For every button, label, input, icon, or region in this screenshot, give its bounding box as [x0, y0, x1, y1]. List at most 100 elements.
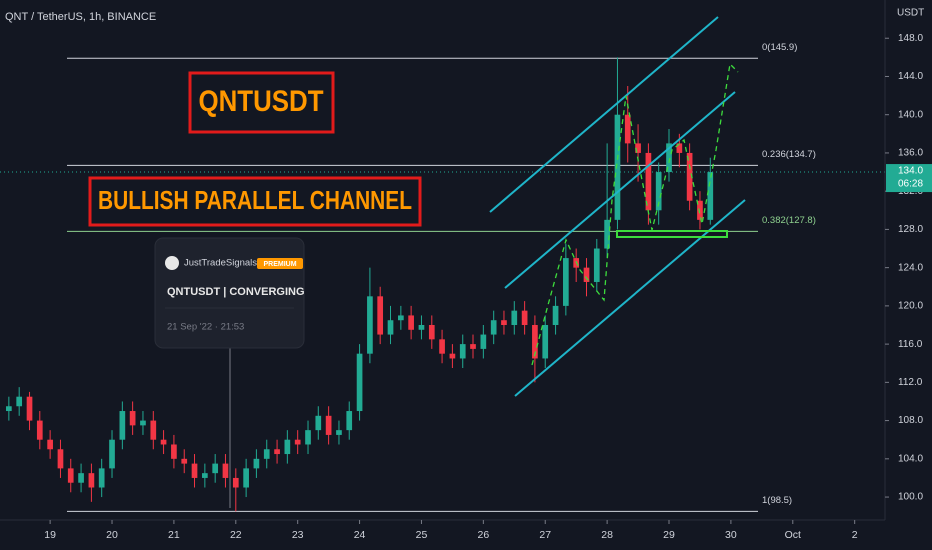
y-tick-label: 104.0	[898, 453, 923, 464]
candle-body	[356, 353, 363, 412]
x-tick-label: 23	[292, 529, 304, 541]
candle-body	[171, 444, 177, 459]
candle-body	[490, 320, 497, 335]
premium-badge	[257, 258, 303, 269]
author-avatar	[165, 256, 179, 270]
card-headline: QNTUSDT | CONVERGING	[167, 286, 305, 298]
plot-area: 0(145.9) 0.236(134.7) 0.382(127.8) 1(98.5)	[0, 42, 885, 512]
candle-body	[511, 310, 518, 325]
candle-body	[635, 143, 641, 153]
candle-body	[284, 439, 291, 455]
candle-body	[16, 396, 23, 407]
candle-body	[398, 315, 404, 321]
candle-body	[336, 430, 342, 435]
candle-body	[98, 468, 105, 488]
candle-body	[418, 325, 425, 330]
candle-body	[36, 420, 43, 440]
premium-text: PREMIUM	[263, 261, 296, 268]
candle-body	[305, 430, 311, 445]
candle-body	[243, 468, 249, 488]
pattern-box	[88, 176, 422, 227]
y-tick-label: 144.0	[898, 71, 923, 82]
x-tick-label: 21	[168, 529, 180, 541]
candle-body	[315, 415, 322, 431]
candle-body	[552, 305, 559, 325]
last-price-label: 134.0	[898, 166, 923, 177]
candle-body	[160, 439, 167, 445]
x-tick-label: 25	[416, 529, 428, 541]
candle-body	[645, 152, 652, 211]
author-name: JustTradeSignals	[184, 258, 257, 269]
candle-body	[26, 396, 33, 421]
y-tick-label: 148.0	[898, 33, 923, 44]
candle-body	[346, 411, 353, 431]
x-tick-label: 30	[725, 529, 737, 541]
x-tick-label: 2	[852, 529, 858, 541]
chart-title: QNT / TetherUS, 1h, BINANCE	[5, 11, 156, 23]
y-tick-label: 120.0	[898, 301, 923, 312]
countdown-label: 06:28	[898, 179, 923, 190]
x-tick-label: 24	[354, 529, 366, 541]
projection-path	[531, 62, 739, 366]
y-tick-label: 112.0	[898, 377, 923, 388]
candle-body	[428, 325, 435, 340]
fib-label: 1(98.5)	[762, 495, 792, 506]
fib-label: 0.382(127.8)	[762, 215, 816, 226]
y-tick-label: 116.0	[898, 339, 923, 350]
candle-body	[274, 449, 280, 455]
currency-label: USDT	[897, 8, 924, 19]
y-tick-label: 136.0	[898, 148, 923, 159]
x-tick-label: 20	[106, 529, 118, 541]
candle-body	[480, 334, 487, 349]
candle-body	[604, 219, 610, 249]
candle-body	[707, 172, 714, 220]
x-tick-label: 26	[478, 529, 490, 541]
candle-body	[686, 152, 693, 201]
candle-body	[439, 339, 445, 354]
candle-body	[109, 439, 115, 469]
candle-body	[181, 458, 188, 464]
candle-body	[377, 296, 384, 335]
x-tick-label: 29	[663, 529, 675, 541]
fib-label: 0.236(134.7)	[762, 149, 816, 160]
candle-body	[624, 114, 631, 144]
candle-body	[253, 458, 260, 469]
price-axis	[885, 0, 932, 550]
candle-body	[521, 310, 528, 325]
x-tick-label: 27	[539, 529, 551, 541]
candle-body	[212, 463, 219, 474]
channel-lower	[514, 199, 746, 397]
y-tick-label: 100.0	[898, 492, 923, 503]
candle-body	[563, 258, 569, 306]
card-timestamp: 21 Sep '22 · 21:53	[167, 322, 244, 333]
symbol-text: QNTUSDT	[199, 85, 324, 118]
candle-body	[501, 320, 507, 325]
candle-body	[129, 411, 136, 426]
fib-label: 0(145.9)	[762, 42, 797, 53]
candle-body	[532, 325, 538, 359]
channel-middle	[504, 91, 736, 289]
y-tick-label: 108.0	[898, 415, 923, 426]
candle-body	[614, 114, 621, 220]
x-tick-label: Oct	[785, 529, 801, 541]
candle-body	[119, 411, 126, 440]
candle-body	[470, 344, 476, 349]
candle-body	[150, 420, 157, 440]
candle-body	[655, 172, 662, 211]
candle-body	[387, 320, 394, 335]
candle-body	[57, 449, 64, 469]
candle-body	[449, 353, 456, 359]
candle-body	[542, 325, 549, 359]
candle-body	[676, 143, 683, 153]
candle-body	[88, 473, 95, 488]
candle-body	[6, 406, 12, 412]
candle-body	[202, 473, 208, 478]
candle-body	[697, 200, 703, 220]
y-tick-label: 124.0	[898, 262, 923, 273]
candle-body	[583, 267, 590, 282]
candle-body	[459, 344, 466, 359]
candle-body	[232, 477, 239, 488]
candle-body	[367, 296, 373, 354]
